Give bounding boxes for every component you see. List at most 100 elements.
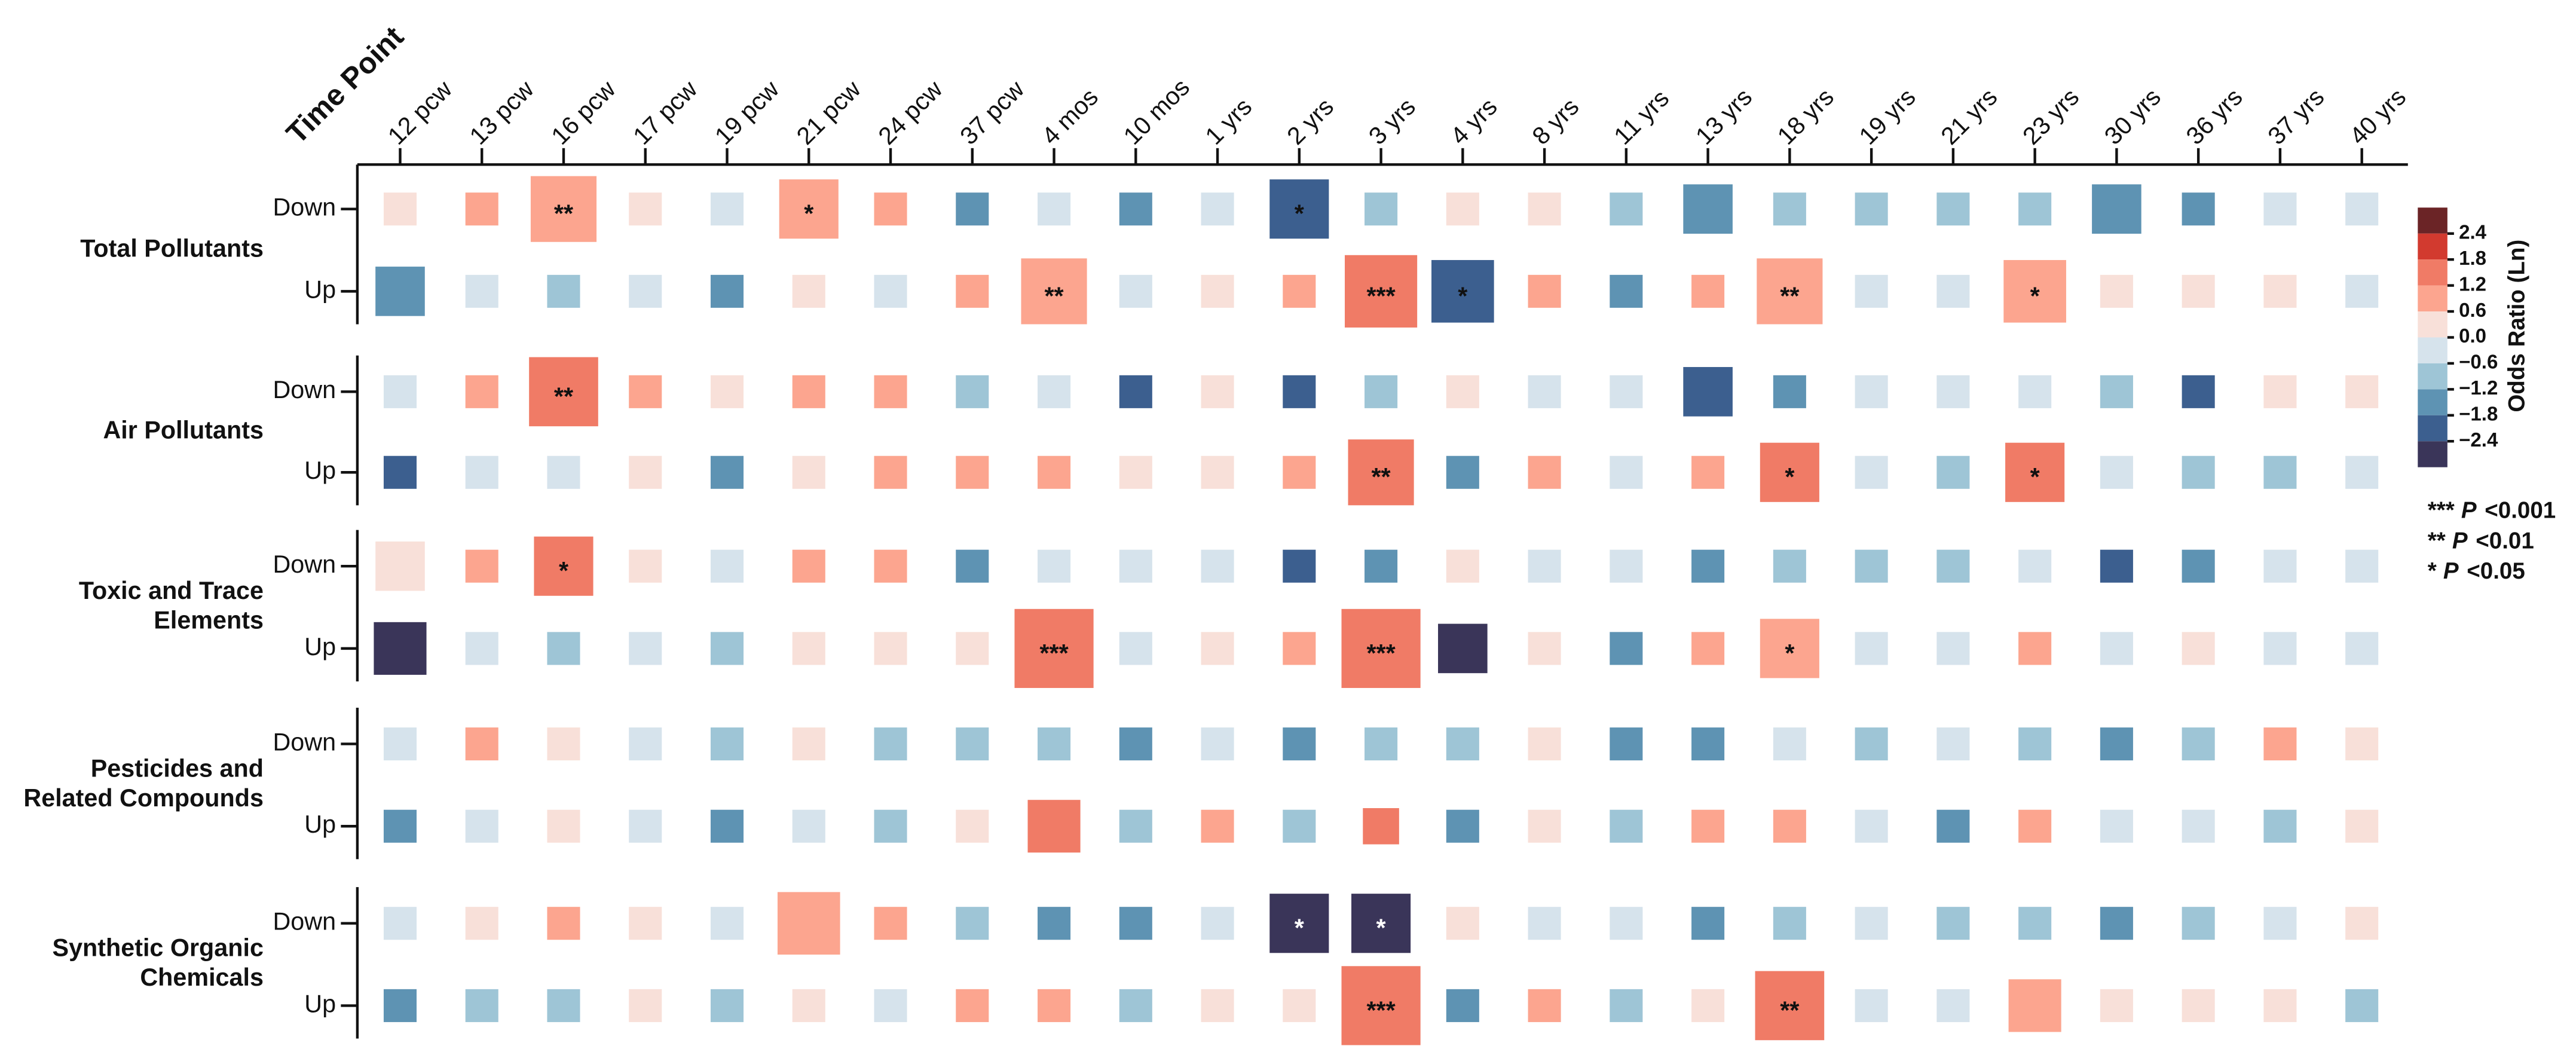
cell — [1038, 727, 1071, 761]
colorbar-segment — [2418, 337, 2447, 363]
cell — [383, 375, 417, 408]
cell — [1201, 549, 1234, 583]
cell — [956, 192, 989, 226]
cell — [1446, 809, 1479, 843]
cell — [1936, 727, 1970, 761]
row-label: Up — [304, 811, 336, 838]
cell — [530, 176, 597, 242]
cell — [2263, 809, 2297, 843]
row-label: Down — [273, 194, 336, 221]
cell — [2018, 809, 2052, 843]
significance-legend: * P <0.05 — [2428, 558, 2525, 584]
cell — [2345, 809, 2379, 843]
x-tick-label: 16 pcw — [546, 75, 621, 150]
cell — [1446, 455, 1479, 489]
cell — [1446, 907, 1479, 940]
cell — [874, 632, 907, 665]
cell — [1201, 375, 1234, 408]
x-tick-label: 13 pcw — [464, 75, 539, 150]
cell — [375, 267, 425, 316]
cell — [1610, 274, 1643, 308]
cell — [1446, 989, 1479, 1022]
x-tick-label: 11 yrs — [1608, 84, 1674, 150]
cell — [710, 907, 744, 940]
cell — [1365, 375, 1398, 408]
significance-label: ** — [554, 383, 574, 410]
cell — [1446, 549, 1479, 583]
cell — [792, 809, 825, 843]
cell — [1855, 727, 1888, 761]
colorbar-tick-label: −0.6 — [2459, 351, 2498, 374]
cell — [1683, 367, 1733, 417]
cell — [710, 809, 744, 843]
cell — [1691, 549, 1725, 583]
cell — [2263, 989, 2297, 1022]
cell — [629, 192, 662, 226]
x-tick-label: 3 yrs — [1363, 93, 1421, 150]
legend-p: P — [2443, 558, 2459, 584]
row-label: Down — [273, 551, 336, 578]
cell — [1201, 455, 1234, 489]
cell — [1038, 192, 1071, 226]
cell — [1348, 439, 1414, 506]
x-tick-label: 18 yrs — [1772, 83, 1839, 150]
cell — [2263, 549, 2297, 583]
cell — [2100, 549, 2133, 583]
cell — [956, 549, 989, 583]
cell — [792, 549, 825, 583]
cell — [1038, 549, 1071, 583]
cell — [1760, 619, 1819, 678]
cell — [2018, 632, 2052, 665]
cell — [1773, 907, 1806, 940]
cell — [2345, 907, 2379, 940]
significance-label: * — [1295, 200, 1305, 228]
cell — [1691, 274, 1725, 308]
cell — [1691, 907, 1725, 940]
cell — [1014, 608, 1094, 688]
x-tick-label: 4 yrs — [1445, 93, 1503, 150]
cell — [2345, 549, 2379, 583]
cell — [629, 809, 662, 843]
cell — [1691, 455, 1725, 489]
cell — [465, 455, 498, 489]
cell — [1201, 907, 1234, 940]
cell — [383, 989, 417, 1022]
significance-label: ** — [1044, 282, 1064, 310]
cell — [1528, 455, 1561, 489]
cell — [1773, 192, 1806, 226]
cell — [874, 727, 907, 761]
cell — [1757, 258, 1823, 325]
cell — [375, 541, 425, 591]
cell — [1855, 455, 1888, 489]
cell — [2100, 632, 2133, 665]
cell — [956, 455, 989, 489]
legend-symbol: ** — [2428, 528, 2446, 554]
cell — [956, 989, 989, 1022]
cell — [1119, 455, 1152, 489]
cell — [1446, 375, 1479, 408]
cell — [2100, 989, 2133, 1022]
cell — [1610, 632, 1643, 665]
cell — [2100, 907, 2133, 940]
group-label: Synthetic Organic — [53, 934, 264, 962]
cell — [2182, 727, 2215, 761]
cell — [1528, 549, 1561, 583]
cell — [1528, 727, 1561, 761]
cell — [1119, 809, 1152, 843]
cell — [383, 192, 417, 226]
cell — [465, 907, 498, 940]
cell — [1855, 809, 1888, 843]
cell — [2263, 375, 2297, 408]
cell — [792, 455, 825, 489]
cell — [874, 274, 907, 308]
cell — [2182, 989, 2215, 1022]
cell — [2345, 455, 2379, 489]
group-label: Pesticides and — [91, 755, 264, 782]
cell — [2345, 727, 2379, 761]
cell — [2100, 455, 2133, 489]
cell — [1755, 971, 1825, 1041]
cell — [383, 727, 417, 761]
cell — [1365, 727, 1398, 761]
cell — [374, 622, 427, 675]
x-tick-label: 40 yrs — [2344, 83, 2411, 150]
